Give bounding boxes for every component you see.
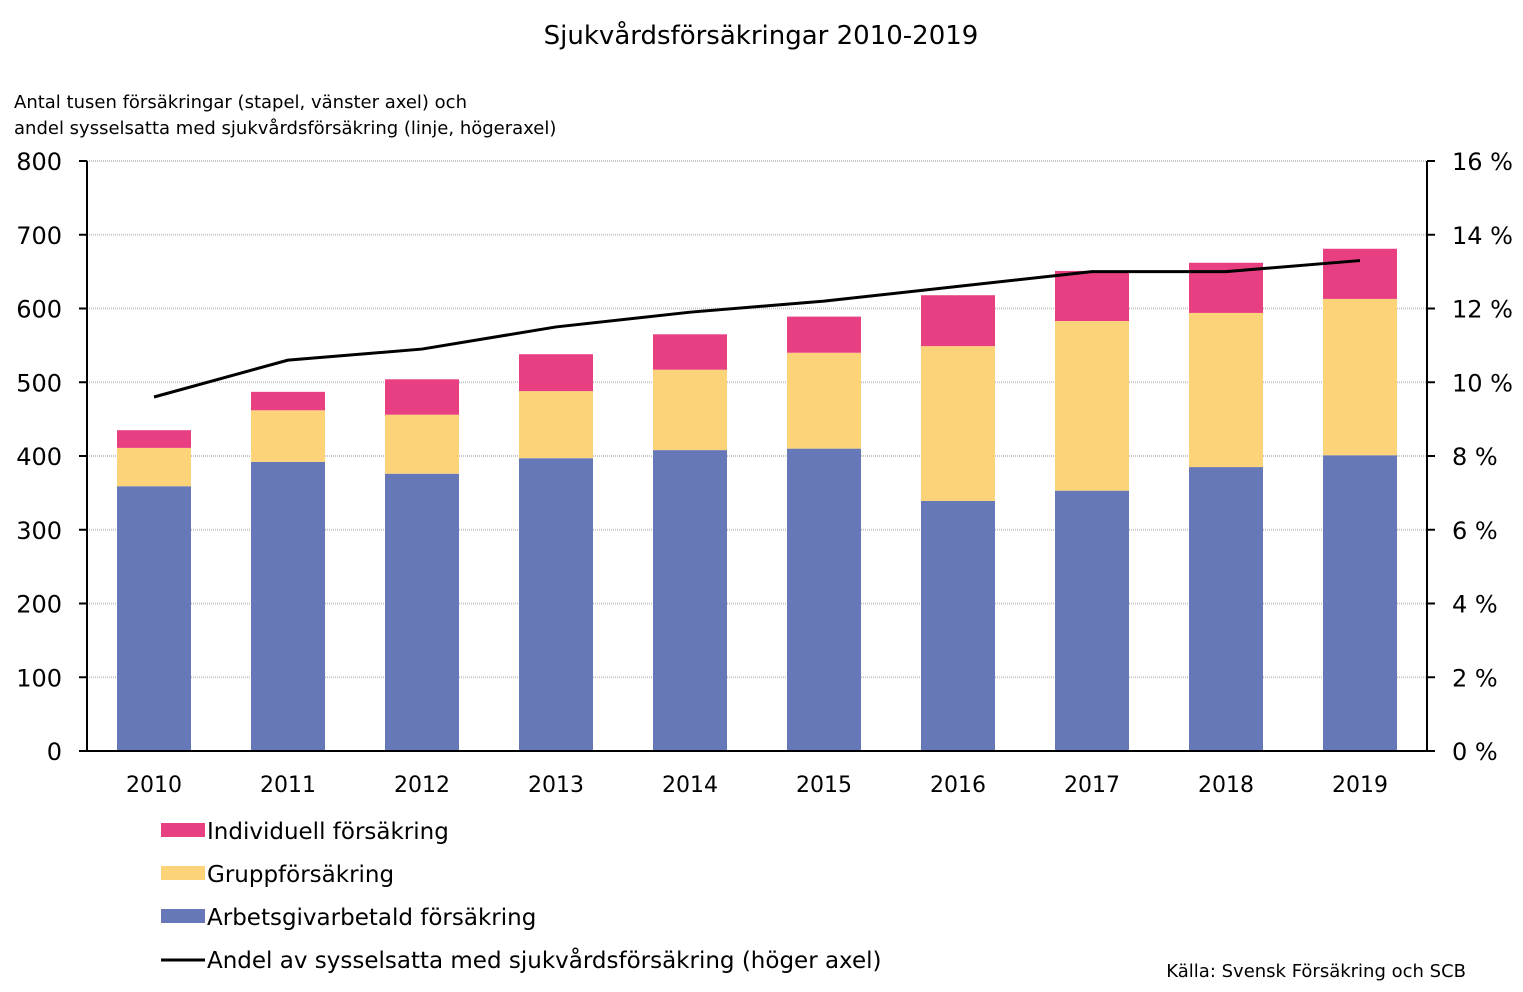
legend-swatch bbox=[161, 866, 205, 880]
right-tick-label: 10 % bbox=[1452, 369, 1513, 397]
bar-segment bbox=[653, 334, 727, 370]
right-tick-label: 0 % bbox=[1452, 738, 1498, 766]
right-tick-label: 6 % bbox=[1452, 517, 1498, 545]
bar-segment bbox=[653, 369, 727, 451]
bar-segment bbox=[519, 391, 593, 459]
bar-segment bbox=[519, 354, 593, 392]
category-label: 2019 bbox=[1332, 773, 1388, 798]
right-tick-label: 2 % bbox=[1452, 664, 1498, 692]
bar-segment bbox=[921, 295, 995, 347]
bar-segment bbox=[921, 346, 995, 501]
bar-segment bbox=[787, 316, 861, 353]
bar-segment bbox=[1323, 455, 1397, 751]
right-tick-label: 12 % bbox=[1452, 296, 1513, 324]
bar-segment bbox=[251, 391, 325, 411]
right-axis-ticks: 0 % 2 % 4 % 6 % 8 % 10 % 12 % 14 % 16 % bbox=[1427, 148, 1513, 766]
left-axis-ticks: 0 100 200 300 400 500 600 700 800 bbox=[16, 148, 87, 766]
bar-segment bbox=[1055, 321, 1129, 491]
bar-segment bbox=[787, 352, 861, 449]
bar-segment bbox=[385, 379, 459, 415]
legend-label: Andel av sysselsatta med sjukvårdsförsäk… bbox=[207, 946, 881, 974]
bar-segment bbox=[1189, 467, 1263, 751]
category-labels: 2010 2011 2012 2013 2014 2015 2016 2017 2018 2019 bbox=[126, 773, 1388, 798]
right-tick-label: 8 % bbox=[1452, 443, 1498, 471]
legend-label: Gruppförsäkring bbox=[207, 862, 394, 888]
legend: Individuell försäkring Gruppförsäkring Arb… bbox=[161, 819, 881, 974]
legend-item: Andel av sysselsatta med sjukvårdsförsäk… bbox=[161, 946, 881, 974]
left-tick-label: 300 bbox=[16, 517, 62, 545]
chart-subtitle-line-2: andel sysselsatta med sjukvårdsförsäkrin… bbox=[14, 118, 556, 139]
left-tick-label: 100 bbox=[16, 664, 62, 692]
chart-subtitle-line-1: Antal tusen försäkringar (stapel, vänste… bbox=[14, 92, 467, 113]
legend-swatch bbox=[161, 823, 205, 837]
bar-segment bbox=[117, 447, 191, 487]
right-tick-label: 4 % bbox=[1452, 591, 1498, 619]
legend-label: Arbetsgivarbetald försäkring bbox=[207, 905, 536, 931]
bar-segment bbox=[251, 461, 325, 751]
legend-label: Individuell försäkring bbox=[207, 819, 449, 845]
category-label: 2016 bbox=[930, 773, 986, 798]
category-label: 2012 bbox=[394, 773, 450, 798]
bar-segment bbox=[117, 430, 191, 448]
legend-swatch bbox=[161, 909, 205, 923]
left-tick-label: 600 bbox=[16, 296, 62, 324]
category-label: 2017 bbox=[1064, 773, 1120, 798]
category-label: 2014 bbox=[662, 773, 718, 798]
left-tick-label: 400 bbox=[16, 443, 62, 471]
line-path bbox=[153, 259, 1361, 399]
bar-segment bbox=[385, 414, 459, 474]
right-tick-label: 16 % bbox=[1452, 148, 1513, 176]
legend-item: Individuell försäkring bbox=[161, 819, 449, 845]
bar-segment bbox=[117, 486, 191, 751]
line-series bbox=[153, 259, 1361, 399]
left-tick-label: 800 bbox=[16, 148, 62, 176]
category-label: 2010 bbox=[126, 773, 182, 798]
left-tick-label: 500 bbox=[16, 369, 62, 397]
bar-segment bbox=[921, 500, 995, 751]
left-tick-label: 700 bbox=[16, 222, 62, 250]
bar-segment bbox=[251, 410, 325, 462]
source-note: Källa: Svensk Försäkring och SCB bbox=[1166, 961, 1466, 982]
bar-segment bbox=[385, 473, 459, 751]
bars bbox=[117, 248, 1397, 751]
legend-item: Arbetsgivarbetald försäkring bbox=[161, 905, 536, 931]
left-tick-label: 0 bbox=[47, 738, 62, 766]
bar-segment bbox=[519, 458, 593, 751]
bar-segment bbox=[1189, 312, 1263, 468]
category-label: 2011 bbox=[260, 773, 316, 798]
category-label: 2015 bbox=[796, 773, 852, 798]
bar-segment bbox=[1323, 248, 1397, 299]
chart-title: Sjukvårdsförsäkringar 2010-2019 bbox=[544, 20, 979, 51]
bar-segment bbox=[1055, 490, 1129, 751]
legend-item: Gruppförsäkring bbox=[161, 862, 394, 888]
right-tick-label: 14 % bbox=[1452, 222, 1513, 250]
bar-segment bbox=[653, 450, 727, 751]
category-label: 2018 bbox=[1198, 773, 1254, 798]
bar-segment bbox=[1323, 298, 1397, 456]
bar-segment bbox=[1055, 270, 1129, 322]
left-tick-label: 200 bbox=[16, 591, 62, 619]
bar-segment bbox=[787, 448, 861, 751]
category-label: 2013 bbox=[528, 773, 584, 798]
